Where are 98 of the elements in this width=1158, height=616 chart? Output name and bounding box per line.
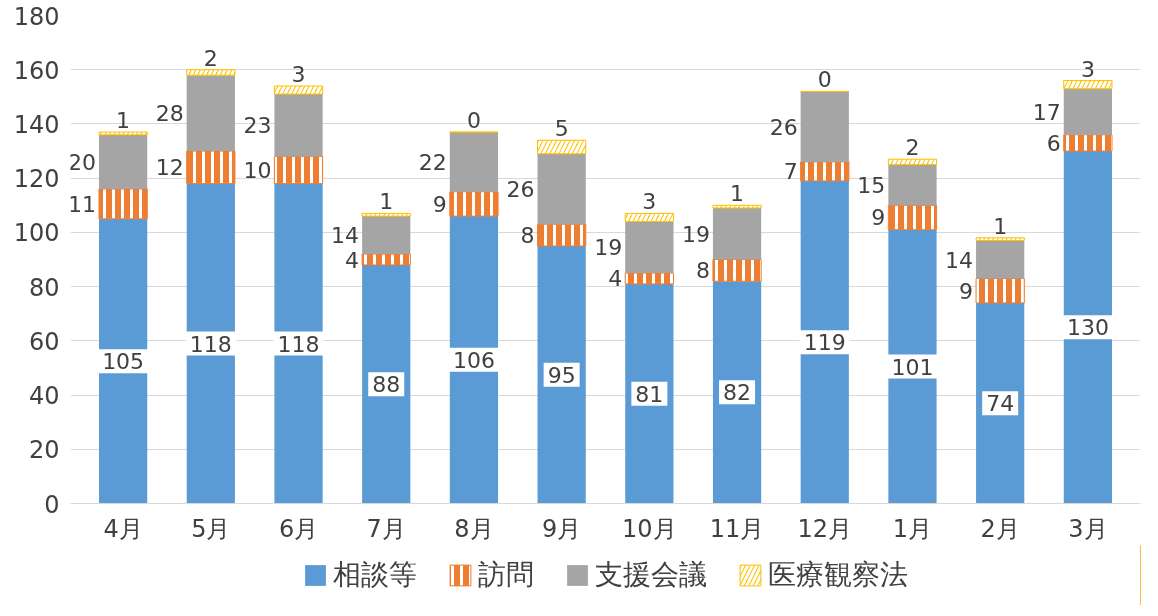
bar — [625, 221, 674, 274]
data-label: 0 — [817, 67, 832, 93]
x-tick-label: 1月 — [892, 514, 933, 543]
bar — [362, 216, 411, 255]
data-label: 106 — [452, 347, 495, 373]
data-label: 9 — [871, 205, 886, 231]
data-label: 26 — [506, 177, 535, 203]
data-label: 7 — [783, 159, 798, 185]
data-label: 28 — [155, 101, 184, 127]
data-label: 23 — [243, 113, 272, 139]
data-label: 2 — [203, 45, 218, 71]
y-tick-label: 120 — [13, 165, 60, 194]
data-label: 19 — [594, 235, 623, 261]
data-label: 119 — [803, 330, 846, 356]
bar — [99, 134, 148, 190]
data-label: 3 — [1080, 56, 1095, 82]
bar — [800, 180, 849, 504]
data-label: 118 — [277, 331, 320, 357]
bar — [449, 132, 499, 192]
legend-label: 支援会議 — [595, 557, 707, 593]
data-label: 11 — [68, 191, 97, 217]
bar — [976, 240, 1025, 279]
data-label: 0 — [466, 108, 481, 134]
x-tick-label: 12月 — [797, 514, 853, 543]
bar — [976, 302, 1025, 504]
data-label: 1 — [379, 189, 394, 215]
x-tick-label: 4月 — [103, 514, 143, 543]
bar — [537, 245, 586, 504]
data-label: 8 — [695, 258, 710, 284]
y-tick-label: 140 — [13, 110, 60, 139]
data-label: 88 — [372, 372, 401, 398]
data-label: 3 — [291, 61, 306, 87]
bar — [99, 218, 148, 504]
bar — [362, 264, 411, 504]
data-label: 3 — [642, 189, 657, 215]
y-tick-label: 100 — [13, 219, 60, 248]
x-tick-label: 9月 — [542, 514, 582, 543]
bar — [186, 183, 235, 504]
legend-label: 医療観察法 — [768, 557, 908, 593]
bar — [625, 283, 674, 504]
bar — [712, 281, 762, 504]
data-label: 74 — [986, 391, 1015, 417]
y-tick-label: 20 — [28, 436, 60, 465]
data-label: 5 — [554, 116, 569, 142]
bar — [186, 75, 235, 152]
data-label: 6 — [1046, 130, 1061, 156]
x-tick-label: 7月 — [366, 514, 406, 543]
data-label: 1 — [993, 213, 1008, 239]
y-tick-label: 60 — [28, 327, 60, 356]
data-label: 4 — [345, 247, 360, 273]
legend-label: 訪問 — [478, 557, 534, 593]
data-label: 9 — [959, 278, 974, 304]
data-label: 1 — [730, 181, 745, 207]
data-label: 8 — [520, 223, 535, 249]
bar — [1063, 151, 1112, 504]
data-label: 15 — [857, 172, 886, 198]
y-tick-label: 40 — [28, 382, 60, 411]
x-tick-label: 11月 — [709, 514, 765, 543]
data-label: 22 — [418, 149, 447, 175]
data-label: 14 — [331, 223, 360, 249]
data-label: 19 — [681, 221, 710, 247]
data-label: 9 — [432, 191, 447, 217]
x-tick-label: 2月 — [980, 514, 1020, 543]
data-label: 81 — [635, 381, 664, 407]
bar — [800, 91, 849, 162]
x-tick-label: 5月 — [191, 514, 231, 543]
y-tick-label: 180 — [13, 2, 60, 31]
bar — [537, 153, 586, 225]
data-label: 130 — [1066, 315, 1109, 341]
data-label: 105 — [102, 349, 145, 375]
x-tick-label: 8月 — [454, 514, 494, 543]
bar — [274, 94, 323, 157]
y-tick-label: 80 — [28, 273, 60, 302]
legend-label: 相談等 — [333, 557, 417, 593]
data-label: 118 — [189, 331, 232, 357]
data-label: 101 — [891, 354, 934, 380]
data-label: 95 — [547, 362, 576, 388]
data-label: 82 — [723, 380, 752, 406]
y-tick-label: 0 — [44, 490, 60, 519]
bar — [712, 207, 762, 260]
data-label: 17 — [1032, 99, 1061, 125]
data-label: 20 — [68, 149, 97, 175]
x-tick-label: 6月 — [278, 514, 319, 543]
bar — [888, 164, 937, 206]
y-tick-label: 160 — [13, 56, 60, 85]
bar — [1063, 88, 1112, 135]
data-label: 4 — [608, 266, 623, 292]
data-label: 12 — [155, 155, 184, 181]
data-label: 2 — [905, 135, 920, 161]
data-label: 1 — [116, 108, 131, 134]
data-label: 10 — [243, 158, 272, 184]
bar — [888, 229, 937, 504]
x-tick-label: 3月 — [1068, 514, 1108, 543]
bar — [449, 216, 499, 504]
bar — [274, 183, 323, 504]
data-label: 14 — [945, 247, 974, 273]
x-tick-label: 10月 — [622, 514, 677, 543]
data-label: 26 — [769, 114, 798, 140]
